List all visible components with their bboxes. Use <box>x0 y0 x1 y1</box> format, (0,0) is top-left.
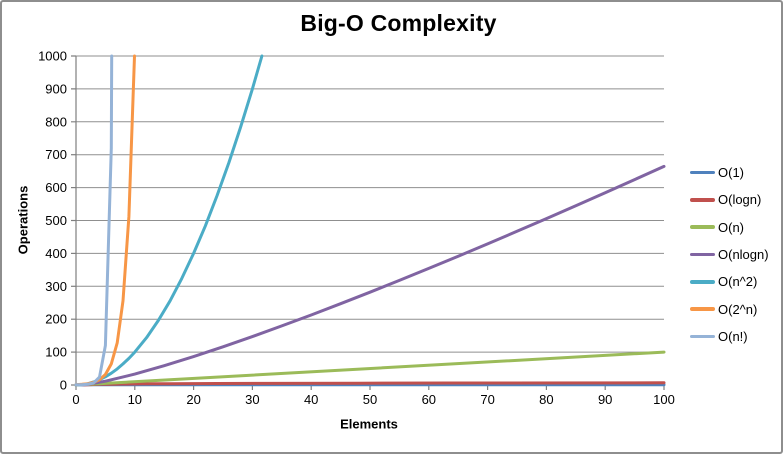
x-tick-label: 0 <box>72 392 79 407</box>
y-tick-label: 0 <box>60 378 67 393</box>
x-tick-label: 80 <box>539 392 553 407</box>
y-tick-label: 600 <box>45 180 67 195</box>
y-tick-label: 500 <box>45 213 67 228</box>
legend: O(1) O(logn) O(n) O(nlogn) O(n^2) O(2^n) O(n!) <box>690 159 769 350</box>
y-tick-label: 900 <box>45 81 67 96</box>
y-axis-title: Operations <box>15 185 31 255</box>
x-axis-title: Elements <box>340 416 398 432</box>
legend-swatch-o-n-2 <box>690 280 715 284</box>
x-tick-label: 90 <box>598 392 612 407</box>
series-line-2-o-n <box>74 350 666 387</box>
x-tick-label: 30 <box>245 392 259 407</box>
y-tick-label: 200 <box>45 312 67 327</box>
legend-item-1-o-logn: O(logn) <box>690 186 769 213</box>
x-tick-label: 40 <box>304 392 318 407</box>
legend-label-o-logn: O(logn) <box>718 192 762 208</box>
x-tick-label: 60 <box>422 392 436 407</box>
x-tick-label: 50 <box>363 392 377 407</box>
legend-swatch-o-n <box>690 334 715 339</box>
legend-label-o-1: O(1) <box>718 165 744 181</box>
legend-label-o-2-n: O(2^n) <box>718 301 758 317</box>
y-tick-label: 700 <box>45 147 67 162</box>
gridlines <box>76 55 664 353</box>
y-tick-label: 800 <box>45 114 67 129</box>
legend-swatch-o-nlogn <box>690 252 715 257</box>
y-tick-label: 1000 <box>38 49 67 64</box>
legend-label-o-n: O(n!) <box>718 328 748 344</box>
legend-swatch-o-2-n <box>690 307 715 311</box>
chart-title: Big-O Complexity <box>300 10 497 36</box>
x-tick-label: 100 <box>653 392 675 407</box>
legend-label-o-nlogn: O(nlogn) <box>718 247 769 263</box>
x-tick-label: 70 <box>480 392 494 407</box>
legend-swatch-o-logn <box>690 198 715 202</box>
legend-label-o-n-2: O(n^2) <box>718 274 758 290</box>
y-tick-label: 100 <box>45 345 67 360</box>
tick-marks <box>71 55 665 390</box>
legend-swatch-o-1 <box>690 170 715 175</box>
legend-item-2-o-n: O(n) <box>690 214 769 241</box>
y-tick-label: 400 <box>45 246 67 261</box>
x-tick-label: 20 <box>186 392 200 407</box>
y-tick-label: 300 <box>45 279 67 294</box>
legend-swatch-o-n <box>690 225 715 229</box>
series-line-6-o-n <box>74 54 114 387</box>
series-lines <box>74 54 666 387</box>
legend-item-5-o-2-n: O(2^n) <box>690 295 769 322</box>
legend-item-4-o-n-2: O(n^2) <box>690 268 769 295</box>
legend-item-0-o-1: O(1) <box>690 159 769 186</box>
series-line-3-o-nlogn <box>80 164 666 387</box>
legend-label-o-n: O(n) <box>718 219 744 235</box>
x-tick-label: 10 <box>128 392 142 407</box>
tick-labels: 0 100 200 300 400 500 600 700 800 900 1000 0 10 20 30 4… <box>38 49 675 408</box>
legend-item-6-o-n: O(n!) <box>690 323 769 350</box>
legend-item-3-o-nlogn: O(nlogn) <box>690 241 769 268</box>
